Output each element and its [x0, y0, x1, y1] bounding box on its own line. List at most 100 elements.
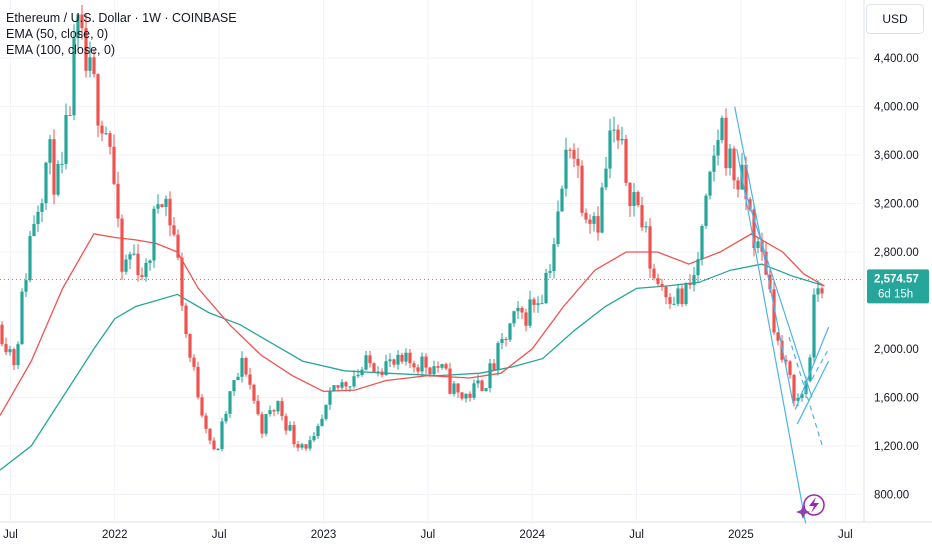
candle-body — [580, 165, 584, 213]
candle-body — [628, 182, 632, 207]
candle-body — [48, 139, 52, 163]
candle-body — [496, 343, 500, 371]
candle-body — [612, 129, 616, 131]
candle-body — [76, 14, 80, 39]
candle-body — [20, 291, 24, 345]
candle-body — [112, 146, 116, 184]
trendline — [796, 360, 830, 425]
candle-body — [320, 418, 324, 426]
candle-body — [284, 416, 288, 431]
candle-body — [648, 226, 652, 269]
ema-100-line-group — [0, 263, 825, 471]
price-tick-label: 4,000.00 — [874, 102, 919, 114]
candle-body — [524, 312, 528, 326]
candle-body — [336, 385, 340, 388]
currency-button[interactable]: USD — [866, 4, 924, 34]
time-tick-label: 2023 — [311, 529, 337, 541]
candle-body — [80, 14, 84, 29]
candle-body — [152, 208, 156, 261]
candle-body — [776, 332, 780, 341]
candle-body — [692, 275, 696, 285]
trendline — [734, 106, 794, 404]
ema-50-legend[interactable]: EMA (50, close, 0) — [6, 27, 109, 41]
lightning-icon[interactable] — [803, 494, 825, 516]
candle-body — [104, 133, 108, 135]
price-tick-label: 800.00 — [874, 489, 909, 501]
candle-body — [84, 28, 88, 71]
candle-body — [232, 380, 236, 392]
candle-body — [296, 444, 300, 448]
candle-body — [304, 444, 308, 449]
candle-body — [292, 425, 296, 445]
candle-body — [668, 297, 672, 304]
price-tick-label: 1,600.00 — [874, 392, 919, 404]
candle-body — [788, 361, 792, 375]
candle-body — [328, 391, 332, 405]
drawn-trendlines[interactable] — [734, 106, 830, 524]
candle-body — [196, 366, 200, 398]
candle-body — [472, 383, 476, 398]
candle-body — [520, 307, 524, 313]
candle-body — [36, 211, 40, 224]
candle-body — [544, 272, 548, 304]
candle-body — [116, 183, 120, 219]
candle-body — [312, 436, 316, 441]
candle-body — [468, 393, 472, 398]
ema-100-legend[interactable]: EMA (100, close, 0) — [6, 43, 116, 57]
candle-body — [608, 130, 612, 169]
time-axis-ticks: Jul 2022 Jul 2023 Jul 2024 Jul 2025 Jul — [3, 529, 853, 541]
time-tick-label: Jul — [838, 529, 853, 541]
candle-body — [132, 253, 136, 255]
candle-body — [700, 225, 704, 260]
symbol-title[interactable]: Ethereum / U.S. Dollar · 1W · COINBASE — [6, 11, 237, 25]
candle-body — [192, 357, 196, 367]
candle-body — [436, 366, 440, 368]
candle-body — [536, 303, 540, 305]
candle-body — [504, 338, 508, 340]
candle-body — [752, 209, 756, 248]
candle-body — [12, 349, 16, 366]
price-tick-label: 1,200.00 — [874, 441, 919, 453]
candle-body — [616, 129, 620, 141]
candle-body — [140, 275, 144, 277]
candle-body — [404, 352, 408, 362]
candle-body — [432, 366, 436, 375]
candle-body — [252, 384, 256, 401]
candle-body — [716, 140, 720, 156]
candle-body — [676, 288, 680, 304]
last-price-tag — [867, 269, 929, 304]
candle-body — [420, 356, 424, 372]
candle-body — [180, 257, 184, 306]
candle-body — [552, 244, 556, 272]
candle-body — [372, 363, 376, 373]
candle-body — [368, 355, 372, 364]
candle-body — [276, 401, 280, 412]
candle-body — [92, 57, 96, 75]
candle-body — [272, 410, 276, 412]
candle-body — [688, 282, 692, 285]
time-tick-label: Jul — [3, 529, 18, 541]
candle-body — [464, 393, 468, 399]
candle-body — [584, 212, 588, 220]
ema-50-line — [0, 233, 825, 416]
candle-body — [620, 138, 624, 141]
trendline — [794, 326, 830, 410]
candle-body — [808, 357, 812, 381]
candle-body — [268, 410, 272, 415]
candle-body — [256, 400, 260, 415]
candle-body — [728, 148, 732, 169]
candle-body — [476, 380, 480, 384]
candle-body — [444, 364, 448, 369]
candle-body — [512, 311, 516, 324]
candle-body — [400, 354, 404, 362]
candle-body — [188, 334, 192, 358]
candle-body — [28, 236, 32, 281]
candle-body — [388, 359, 392, 362]
candle-body — [460, 392, 464, 399]
candle-body — [720, 117, 724, 141]
candle-body — [176, 234, 180, 258]
candle-body — [128, 254, 132, 260]
candle-body — [500, 338, 504, 344]
time-tick-label: 2025 — [728, 529, 754, 541]
